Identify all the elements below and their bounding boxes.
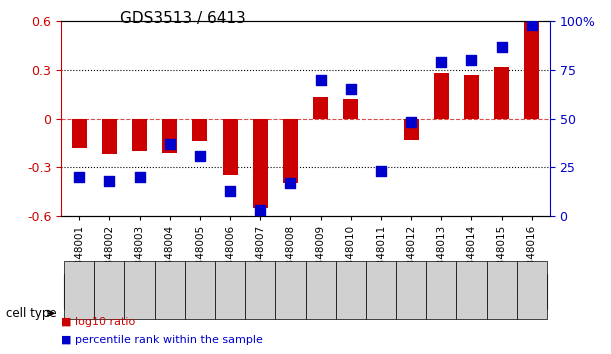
FancyBboxPatch shape <box>155 261 185 319</box>
Point <box>436 59 446 65</box>
FancyBboxPatch shape <box>486 261 517 319</box>
Bar <box>283 119 298 183</box>
Point <box>165 141 175 147</box>
Text: GDS3513 / 6413: GDS3513 / 6413 <box>120 11 246 25</box>
FancyBboxPatch shape <box>366 261 396 319</box>
Bar <box>403 119 419 140</box>
FancyBboxPatch shape <box>185 261 215 319</box>
Bar <box>494 67 509 119</box>
Bar <box>162 119 177 153</box>
Point <box>527 22 536 28</box>
FancyBboxPatch shape <box>335 261 366 319</box>
Point <box>497 44 507 49</box>
Point <box>255 207 265 213</box>
Point <box>285 180 295 185</box>
FancyBboxPatch shape <box>125 261 155 319</box>
Bar <box>253 119 268 208</box>
Bar <box>313 97 328 119</box>
Point <box>316 77 326 82</box>
Text: cell type: cell type <box>6 307 57 320</box>
Point <box>195 153 205 158</box>
FancyBboxPatch shape <box>396 261 426 319</box>
Point <box>104 178 114 184</box>
Text: embryoid bodies w/ beating
CMs: embryoid bodies w/ beating CMs <box>172 280 318 302</box>
Bar <box>192 119 208 141</box>
FancyBboxPatch shape <box>276 261 306 319</box>
FancyBboxPatch shape <box>64 261 94 319</box>
Text: ESCs: ESCs <box>111 286 137 296</box>
FancyBboxPatch shape <box>185 274 306 309</box>
Point <box>134 174 144 180</box>
Point <box>346 86 356 92</box>
Point <box>225 188 235 193</box>
Point <box>75 174 84 180</box>
Bar <box>102 119 117 154</box>
Text: ■ percentile rank within the sample: ■ percentile rank within the sample <box>61 335 263 345</box>
Bar <box>222 119 238 175</box>
FancyBboxPatch shape <box>64 274 185 309</box>
FancyBboxPatch shape <box>245 261 276 319</box>
FancyBboxPatch shape <box>517 261 547 319</box>
Bar <box>524 21 540 119</box>
FancyBboxPatch shape <box>456 261 486 319</box>
FancyBboxPatch shape <box>426 274 547 309</box>
Text: ■ log10 ratio: ■ log10 ratio <box>61 317 136 327</box>
FancyBboxPatch shape <box>306 261 335 319</box>
Text: CMs from fetal hearts: CMs from fetal hearts <box>430 286 543 296</box>
Bar <box>71 119 87 148</box>
Bar <box>464 75 479 119</box>
FancyBboxPatch shape <box>94 261 125 319</box>
FancyBboxPatch shape <box>426 261 456 319</box>
Point <box>467 57 477 63</box>
Text: CMs from ESCs: CMs from ESCs <box>326 286 405 296</box>
Bar <box>434 73 449 119</box>
Bar <box>132 119 147 151</box>
Bar <box>343 99 358 119</box>
FancyBboxPatch shape <box>215 261 245 319</box>
FancyBboxPatch shape <box>306 274 426 309</box>
Point <box>406 120 416 125</box>
Point <box>376 168 386 174</box>
